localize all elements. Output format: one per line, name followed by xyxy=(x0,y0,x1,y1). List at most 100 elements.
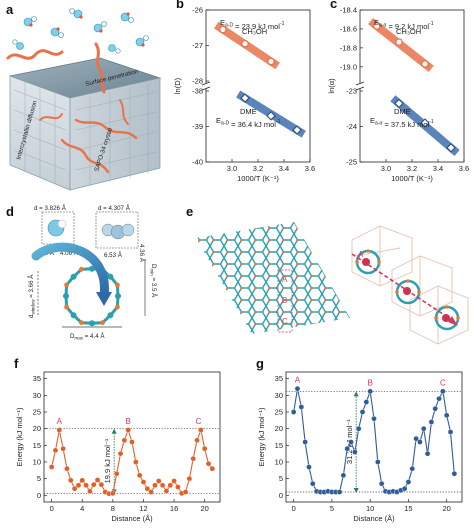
y-tick-label: 10 xyxy=(275,458,283,467)
y-tick-label: 30 xyxy=(275,391,283,400)
energy-point xyxy=(56,427,63,433)
energy-point xyxy=(87,488,93,495)
y-tick-label: 25 xyxy=(33,408,41,417)
y-tick-label: 35 xyxy=(33,374,41,383)
annotation-part: a-α xyxy=(379,23,386,29)
x-tick-label: 8 xyxy=(111,504,115,513)
dwindow-label: dwindow = 3.66 Å xyxy=(28,274,36,318)
energy-point xyxy=(125,427,131,433)
energy-point xyxy=(290,409,297,415)
energy-point xyxy=(443,412,450,419)
energy-point xyxy=(79,477,86,484)
energy-point xyxy=(201,445,208,452)
panel-f: f 0 5 10 15 20 25 30 35 0 4 8 12 16 20 Distance (Å) Ener… xyxy=(14,356,221,523)
panel-c: c -18.4 -18.6 -18.8 -19.0 -23 -24 -25 3.0 3.2 3.4 3… xyxy=(327,0,469,183)
y-tick-label: -28 xyxy=(192,77,203,86)
ring-t-atom xyxy=(89,320,95,327)
ring-o-atom xyxy=(64,282,69,288)
energy-point xyxy=(190,455,197,462)
y-tick-label: 20 xyxy=(275,424,283,433)
energy-point xyxy=(75,482,82,489)
annotation-part: = 37.5 kJ mol xyxy=(382,120,429,129)
data-point-ch3oh xyxy=(267,57,275,66)
x-axis-label: 1000/T (K⁻¹) xyxy=(237,174,279,183)
data-point-dme xyxy=(394,98,404,109)
channel-highlight-box xyxy=(277,269,293,333)
energy-point xyxy=(363,399,370,405)
panel-b: b -26 -27 -28-38 -39 -40 3.0 3.2 3.4 3.6 1000/T (K… xyxy=(173,0,315,183)
ring-t-atom xyxy=(70,312,77,319)
annotation-part: -1 xyxy=(429,119,434,125)
molecule-cluster-icon xyxy=(12,8,149,54)
y-tick-label: -19.0 xyxy=(340,62,357,71)
annotation-part: E xyxy=(374,18,379,27)
energy-point xyxy=(159,482,166,489)
energy-point xyxy=(182,489,189,495)
energy-point xyxy=(294,385,301,392)
x-tick-label: 10 xyxy=(366,504,374,513)
energy-point xyxy=(140,479,147,485)
energy-point xyxy=(186,475,193,482)
y-axis-label: Energy (kJ mol⁻¹) xyxy=(15,407,24,466)
energy-point xyxy=(428,419,435,425)
panel-letter-b: b xyxy=(176,0,184,11)
annotation-part: = 23.9 kJ mol xyxy=(233,22,280,31)
energy-point xyxy=(117,450,124,457)
x-axis-label: 1000/T (K⁻¹) xyxy=(391,174,433,183)
energy-point xyxy=(447,429,454,435)
energy-point xyxy=(436,395,442,402)
ring-o-atom xyxy=(64,304,69,310)
barrier-arrow-head xyxy=(353,391,359,397)
energy-point xyxy=(367,388,373,395)
data-point-dme xyxy=(266,111,276,121)
energy-point xyxy=(375,459,381,465)
y-axis-label: ln(D) xyxy=(173,77,182,94)
energy-point xyxy=(129,439,135,445)
energy-point xyxy=(90,481,97,488)
annotation-part: a-D xyxy=(225,23,233,29)
data-point-ch3oh xyxy=(241,39,249,48)
energy-point xyxy=(359,409,366,415)
cage-point-c: C xyxy=(443,314,449,323)
methanol-diameter-label: d = 3.826 Å xyxy=(34,205,67,212)
data-point-ch3oh xyxy=(421,60,429,68)
y-tick-label: 0 xyxy=(37,491,41,500)
energy-point xyxy=(48,464,55,470)
activation-energy-label-ch3oh: Ea-α = 9.2 kJ mol-1 xyxy=(374,18,434,31)
x-tick-label: 5 xyxy=(330,504,334,513)
energy-point xyxy=(71,485,78,492)
data-point-dme xyxy=(292,125,302,135)
annotation-part: = 9.2 kJ mol xyxy=(386,22,429,31)
energy-point xyxy=(371,415,377,422)
energy-point xyxy=(152,482,158,489)
data-point-dme xyxy=(420,118,430,128)
panel-letter-a: a xyxy=(6,2,14,17)
methanol-width2-label: 4.06 Å xyxy=(60,250,79,257)
energy-point xyxy=(424,450,431,457)
energy-point xyxy=(167,482,174,489)
plot-frame xyxy=(285,371,463,503)
diffusion-path-arrow xyxy=(351,253,456,323)
annotation-part: -1 xyxy=(429,21,434,27)
energy-point xyxy=(175,484,181,490)
sapo34-framework-lattice: A B C xyxy=(196,222,350,334)
y-tick-label: -18.8 xyxy=(340,43,357,52)
x-tick-label: 4 xyxy=(80,504,84,513)
x-tick-label: 3.6 xyxy=(459,164,469,173)
energy-point xyxy=(121,437,128,444)
point-label-c: C xyxy=(440,378,446,387)
y-tick-label: -38 xyxy=(192,87,203,96)
axis-break-mask xyxy=(357,83,363,89)
dme-molecule-box xyxy=(95,211,139,249)
energy-point xyxy=(83,482,89,489)
energy-point xyxy=(198,427,204,433)
energy-point xyxy=(209,465,216,472)
plot-frame xyxy=(43,371,221,503)
activation-energy-label-ch3oh: Ea-D = 23.9 kJ mol-1 xyxy=(220,18,285,31)
dmax-label: Dmax = 4.4 Å xyxy=(70,333,105,341)
dme-width2-label: 4.36 Å xyxy=(138,244,145,263)
annotation-part: E xyxy=(216,116,221,125)
point-label-a: A xyxy=(295,376,301,385)
x-tick-label: 3.6 xyxy=(305,164,315,173)
